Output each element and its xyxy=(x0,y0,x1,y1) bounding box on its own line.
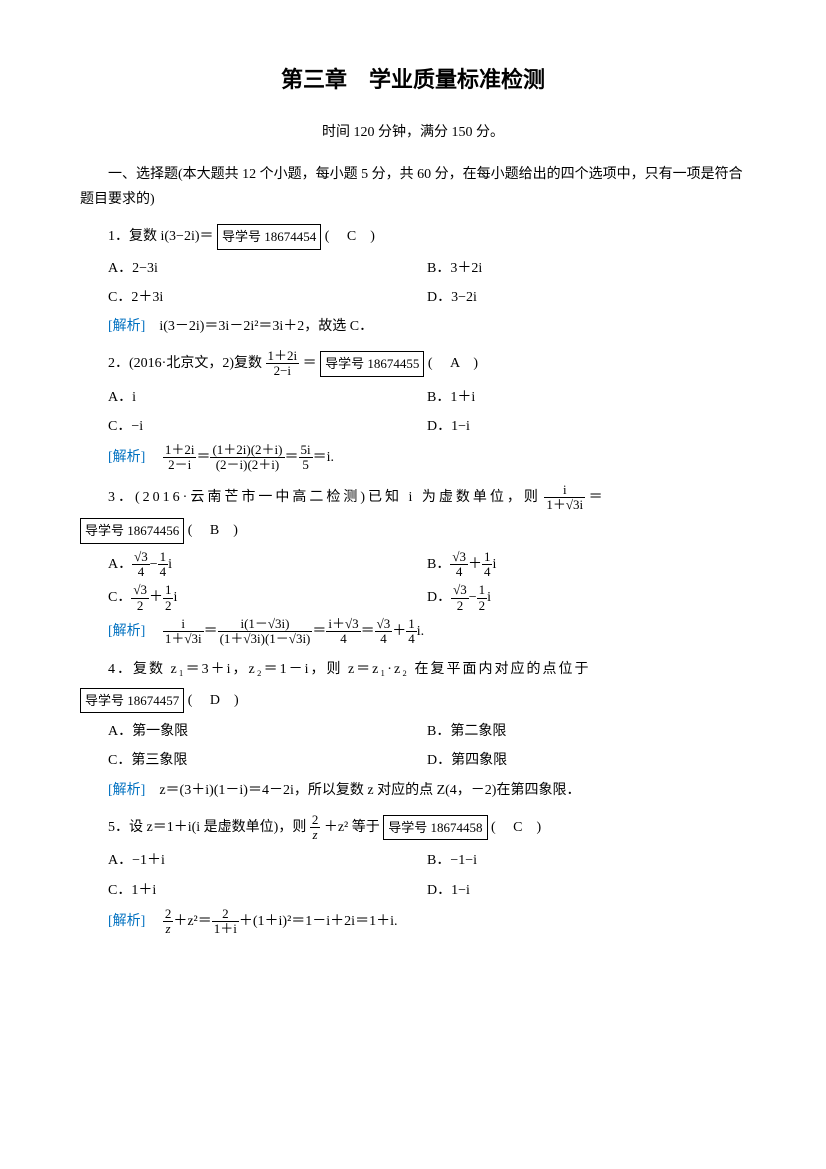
analysis-label: [解析] xyxy=(108,783,145,798)
q2-analysis-text: 1＋2i2－i＝(1＋2i)(2＋i)(2－i)(2＋i)＝5i5＝i. xyxy=(159,450,334,465)
q2-optD: D．1−i xyxy=(427,414,746,439)
analysis-label: [解析] xyxy=(108,914,145,929)
analysis-label: [解析] xyxy=(108,319,145,334)
q1-optD: D．3−2i xyxy=(427,285,746,310)
analysis-label: [解析] xyxy=(108,624,145,639)
tag-box: 导学号 18674457 xyxy=(80,688,184,713)
q4-optD: D．第四象限 xyxy=(427,748,746,773)
q5-stem2: ＋z² 等于 xyxy=(324,820,380,835)
q3-eq: ＝ xyxy=(589,490,603,505)
q4-optA: A．第一象限 xyxy=(108,719,427,744)
question-5: 5．设 z＝1＋i(i 是虚数单位)，则 2z ＋z² 等于 导学号 18674… xyxy=(108,813,746,937)
q1-optA: A．2−3i xyxy=(108,256,427,281)
tag-box: 导学号 18674456 xyxy=(80,518,184,543)
q1-analysis: [解析] i(3－2i)＝3i－2i²＝3i＋2，故选 C． xyxy=(108,314,746,339)
q4-text: 4．复数 z₁＝3＋i，z₂＝1－i，则 z＝z₁·z₂ 在复平面内对应的点位于 xyxy=(108,657,746,682)
q5-optC: C．1＋i xyxy=(108,878,427,903)
analysis-label: [解析] xyxy=(108,450,145,465)
question-1: 1．复数 i(3−2i)＝ 导学号 18674454 ( C ) A．2−3i … xyxy=(108,224,746,339)
q2-optB: B．1＋i xyxy=(427,385,746,410)
q2-analysis: [解析] 1＋2i2－i＝(1＋2i)(2＋i)(2－i)(2＋i)＝5i5＝i… xyxy=(108,443,746,473)
section-header: 一、选择题(本大题共 12 个小题，每小题 5 分，共 60 分，在每小题给出的… xyxy=(80,161,746,212)
tag-box: 导学号 18674458 xyxy=(383,815,487,840)
q3-text: 3．(2016·云南芒市一中高二检测)已知 i 为虚数单位，则 i1＋√3i ＝ xyxy=(108,483,746,513)
q1-optB: B．3＋2i xyxy=(427,256,746,281)
q5-optD: D．1−i xyxy=(427,878,746,903)
q5-analysis-text: 2z＋z²＝21＋i＋(1＋i)²＝1－i＋2i＝1＋i. xyxy=(159,914,397,929)
question-4: 4．复数 z₁＝3＋i，z₂＝1－i，则 z＝z₁·z₂ 在复平面内对应的点位于… xyxy=(108,657,746,803)
q4-tag-line: 导学号 18674457 ( D ) xyxy=(80,688,746,713)
q1-text: 1．复数 i(3−2i)＝ 导学号 18674454 ( C ) xyxy=(108,224,746,249)
q4-analysis-text: z＝(3＋i)(1－i)＝4－2i，所以复数 z 对应的点 Z(4，－2)在第四… xyxy=(159,783,580,798)
q5-options: A．−1＋i B．−1−i C．1＋i D．1−i xyxy=(108,848,746,906)
q3-analysis: [解析] i1＋√3i＝i(1－√3i)(1＋√3i)(1－√3i)＝i＋√34… xyxy=(108,617,746,647)
q3-optA: A．√34−14i xyxy=(108,550,427,580)
q3-stem: 3．(2016·云南芒市一中高二检测)已知 i 为虚数单位，则 xyxy=(108,490,541,505)
q2-optC: C．−i xyxy=(108,414,427,439)
q5-answer: ( C ) xyxy=(491,820,541,835)
q2-stem: 2．(2016·北京文，2)复数 xyxy=(108,356,262,371)
q4-optC: C．第三象限 xyxy=(108,748,427,773)
q3-options: A．√34−14i B．√34＋14i C．√32＋12i D．√32−12i xyxy=(108,550,746,617)
q5-stem1: 5．设 z＝1＋i(i 是虚数单位)，则 xyxy=(108,820,306,835)
q3-frac: i1＋√3i xyxy=(544,483,585,513)
question-3: 3．(2016·云南芒市一中高二检测)已知 i 为虚数单位，则 i1＋√3i ＝… xyxy=(108,483,746,647)
q3-optC: C．√32＋12i xyxy=(108,583,427,613)
q3-tag-line: 导学号 18674456 ( B ) xyxy=(80,518,746,543)
q2-options: A．i B．1＋i C．−i D．1−i xyxy=(108,385,746,443)
q2-text: 2．(2016·北京文，2)复数 1＋2i2−i ＝ 导学号 18674455 … xyxy=(108,349,746,379)
q5-text: 5．设 z＝1＋i(i 是虚数单位)，则 2z ＋z² 等于 导学号 18674… xyxy=(108,813,746,843)
q2-optA: A．i xyxy=(108,385,427,410)
q1-analysis-text: i(3－2i)＝3i－2i²＝3i＋2，故选 C． xyxy=(159,319,373,334)
q1-optC: C．2＋3i xyxy=(108,285,427,310)
question-2: 2．(2016·北京文，2)复数 1＋2i2−i ＝ 导学号 18674455 … xyxy=(108,349,746,473)
q2-answer: ( A ) xyxy=(428,356,478,371)
q5-optB: B．−1−i xyxy=(427,848,746,873)
q2-eq: ＝ xyxy=(303,356,317,371)
q2-frac: 1＋2i2−i xyxy=(266,349,300,379)
q3-optB: B．√34＋14i xyxy=(427,550,746,580)
q4-stem: 4．复数 z₁＝3＋i，z₂＝1－i，则 z＝z₁·z₂ 在复平面内对应的点位于 xyxy=(108,662,591,677)
q4-answer: ( D ) xyxy=(188,693,239,708)
q5-optA: A．−1＋i xyxy=(108,848,427,873)
subtitle: 时间 120 分钟，满分 150 分。 xyxy=(80,120,746,145)
section-text: (本大题共 12 个小题，每小题 5 分，共 60 分，在每小题给出的四个选项中… xyxy=(80,167,743,207)
q3-analysis-text: i1＋√3i＝i(1－√3i)(1＋√3i)(1－√3i)＝i＋√34＝√34＋… xyxy=(159,624,424,639)
q1-stem: 1．复数 i(3−2i)＝ xyxy=(108,229,214,244)
page-title: 第三章 学业质量标准检测 xyxy=(80,60,746,100)
q4-analysis: [解析] z＝(3＋i)(1－i)＝4－2i，所以复数 z 对应的点 Z(4，－… xyxy=(108,778,746,803)
q4-options: A．第一象限 B．第二象限 C．第三象限 D．第四象限 xyxy=(108,719,746,777)
q1-options: A．2−3i B．3＋2i C．2＋3i D．3−2i xyxy=(108,256,746,314)
q3-optD: D．√32−12i xyxy=(427,583,746,613)
tag-box: 导学号 18674454 xyxy=(217,224,321,249)
section-prefix: 一、选择题 xyxy=(108,165,178,181)
q5-analysis: [解析] 2z＋z²＝21＋i＋(1＋i)²＝1－i＋2i＝1＋i. xyxy=(108,907,746,937)
q4-optB: B．第二象限 xyxy=(427,719,746,744)
q5-frac: 2z xyxy=(310,813,321,843)
tag-box: 导学号 18674455 xyxy=(320,351,424,376)
q3-answer: ( B ) xyxy=(188,523,238,538)
q1-answer: ( C ) xyxy=(325,229,375,244)
